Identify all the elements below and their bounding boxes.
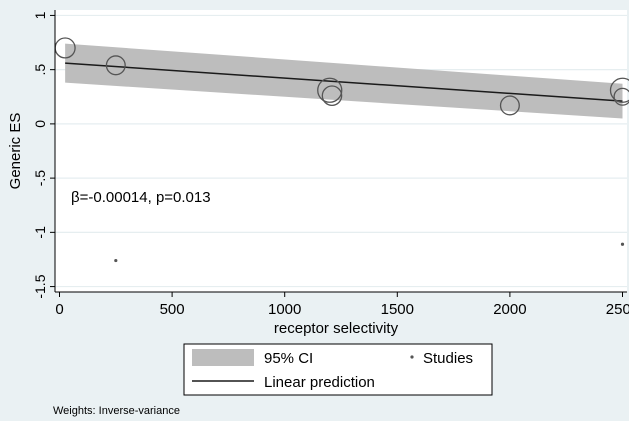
study-marker-2 (114, 258, 118, 263)
x-tick-label-2: 1000 (268, 301, 301, 318)
x-tick-label-4: 2000 (493, 301, 526, 318)
y-tick-label-0: 1 (32, 11, 48, 19)
study-markers-layer (54, 37, 629, 263)
y-axis-ticks: 1 .5 0 -.5 -1 -1.5 (32, 11, 55, 299)
y-axis-label: Generic ES (7, 113, 24, 190)
ci-band-layer (65, 43, 623, 119)
gridlines (55, 14, 627, 288)
study-marker-7 (613, 87, 629, 106)
x-tick-label-0: 0 (55, 301, 63, 318)
x-axis-ticks: 0 500 1000 1500 2000 2500 (55, 292, 629, 318)
study-marker-6 (609, 77, 629, 103)
y-tick-label-4: -1 (32, 226, 48, 239)
legend-band-swatch (192, 349, 254, 366)
y-tick-label-1: .5 (32, 64, 48, 76)
x-axis-label: receptor selectivity (274, 320, 399, 337)
annotation-text: β=-0.00014, p=0.013 (71, 189, 211, 206)
legend-label-studies: Studies (423, 350, 473, 367)
x-tick-label-3: 1500 (381, 301, 414, 318)
study-marker-5 (499, 95, 520, 116)
legend-label-ci: 95% CI (264, 350, 313, 367)
weights-note: Weights: Inverse-variance (53, 405, 180, 417)
y-tick-label-5: -1.5 (32, 274, 48, 298)
x-tick-label-5: 2500 (606, 301, 629, 318)
study-marker-1 (105, 55, 126, 76)
x-tick-label-1: 500 (160, 301, 185, 318)
legend: 95% CI Studies Linear prediction (183, 343, 493, 396)
y-tick-label-3: -.5 (32, 170, 48, 187)
y-tick-label-2: 0 (32, 120, 48, 128)
legend-label-prediction: Linear prediction (264, 374, 375, 391)
legend-marker-swatch (410, 355, 414, 359)
ci-band (65, 43, 623, 119)
study-marker-4 (321, 85, 343, 106)
study-marker-8 (620, 242, 625, 246)
prediction-line-layer (65, 62, 623, 102)
study-marker-3 (317, 77, 343, 103)
linear-prediction-line (65, 62, 623, 102)
